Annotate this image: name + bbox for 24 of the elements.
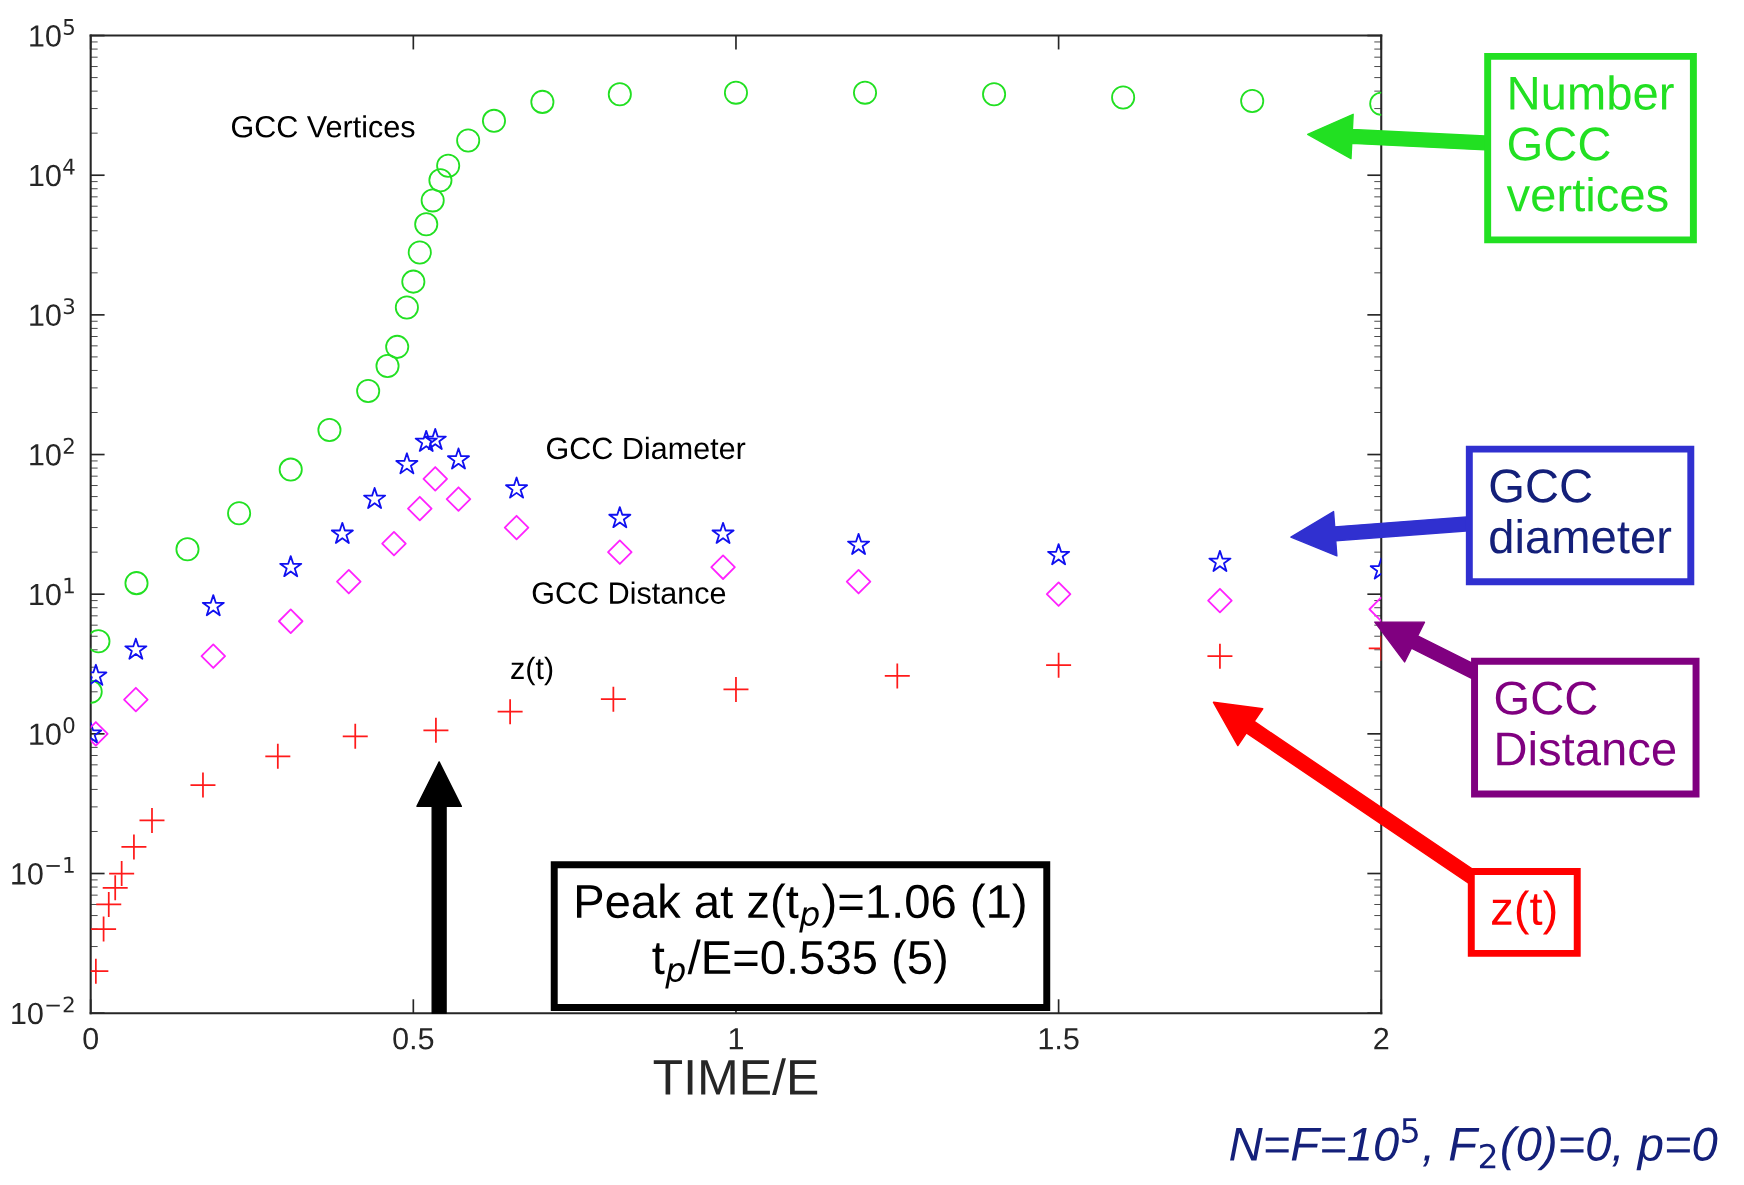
y-tick-label: 10$^{2}$	[30, 437, 74, 466]
x-tick-label: 0	[83, 1027, 98, 1050]
series-label: GCC Distance	[532, 581, 726, 604]
text: N=F=10$^{5}$, F$_{2}$(0)=0, p=0	[1230, 1118, 1718, 1171]
y-tick-label: 10$^{1}$	[30, 577, 74, 606]
x-tick-label: 2	[1374, 1027, 1389, 1050]
y-tick-label: 10$^{3}$	[30, 298, 75, 327]
text: Peak at z(t$_{p}$)=1.06 (1) t$_{p}$/E=0.535 (5)	[576, 883, 1025, 989]
series-label: GCC Diameter	[547, 436, 746, 460]
series-label: z(t)	[511, 656, 553, 686]
x-tick-label: 0.5	[393, 1027, 434, 1050]
text: Number GCC vertices	[1506, 75, 1674, 212]
text: z(t)	[1492, 890, 1556, 935]
y-tick-label: 10$^{−2}$	[12, 996, 74, 1025]
y-tick-label: 10$^{0}$	[30, 717, 75, 745]
y-tick-label: 10$^{−1}$	[12, 857, 74, 885]
x-tick-label: 1	[729, 1028, 743, 1050]
y-tick-label: 10$^{4}$	[30, 158, 75, 187]
text: GCC diameter	[1490, 469, 1672, 554]
x-axis-title: TIME/E	[653, 1058, 818, 1096]
x-tick-label: 1.5	[1039, 1028, 1079, 1050]
series-label: GCC Vertices	[231, 115, 415, 138]
text: GCC Distance	[1495, 681, 1676, 766]
y-tick-label: 10$^{5}$	[30, 19, 74, 47]
